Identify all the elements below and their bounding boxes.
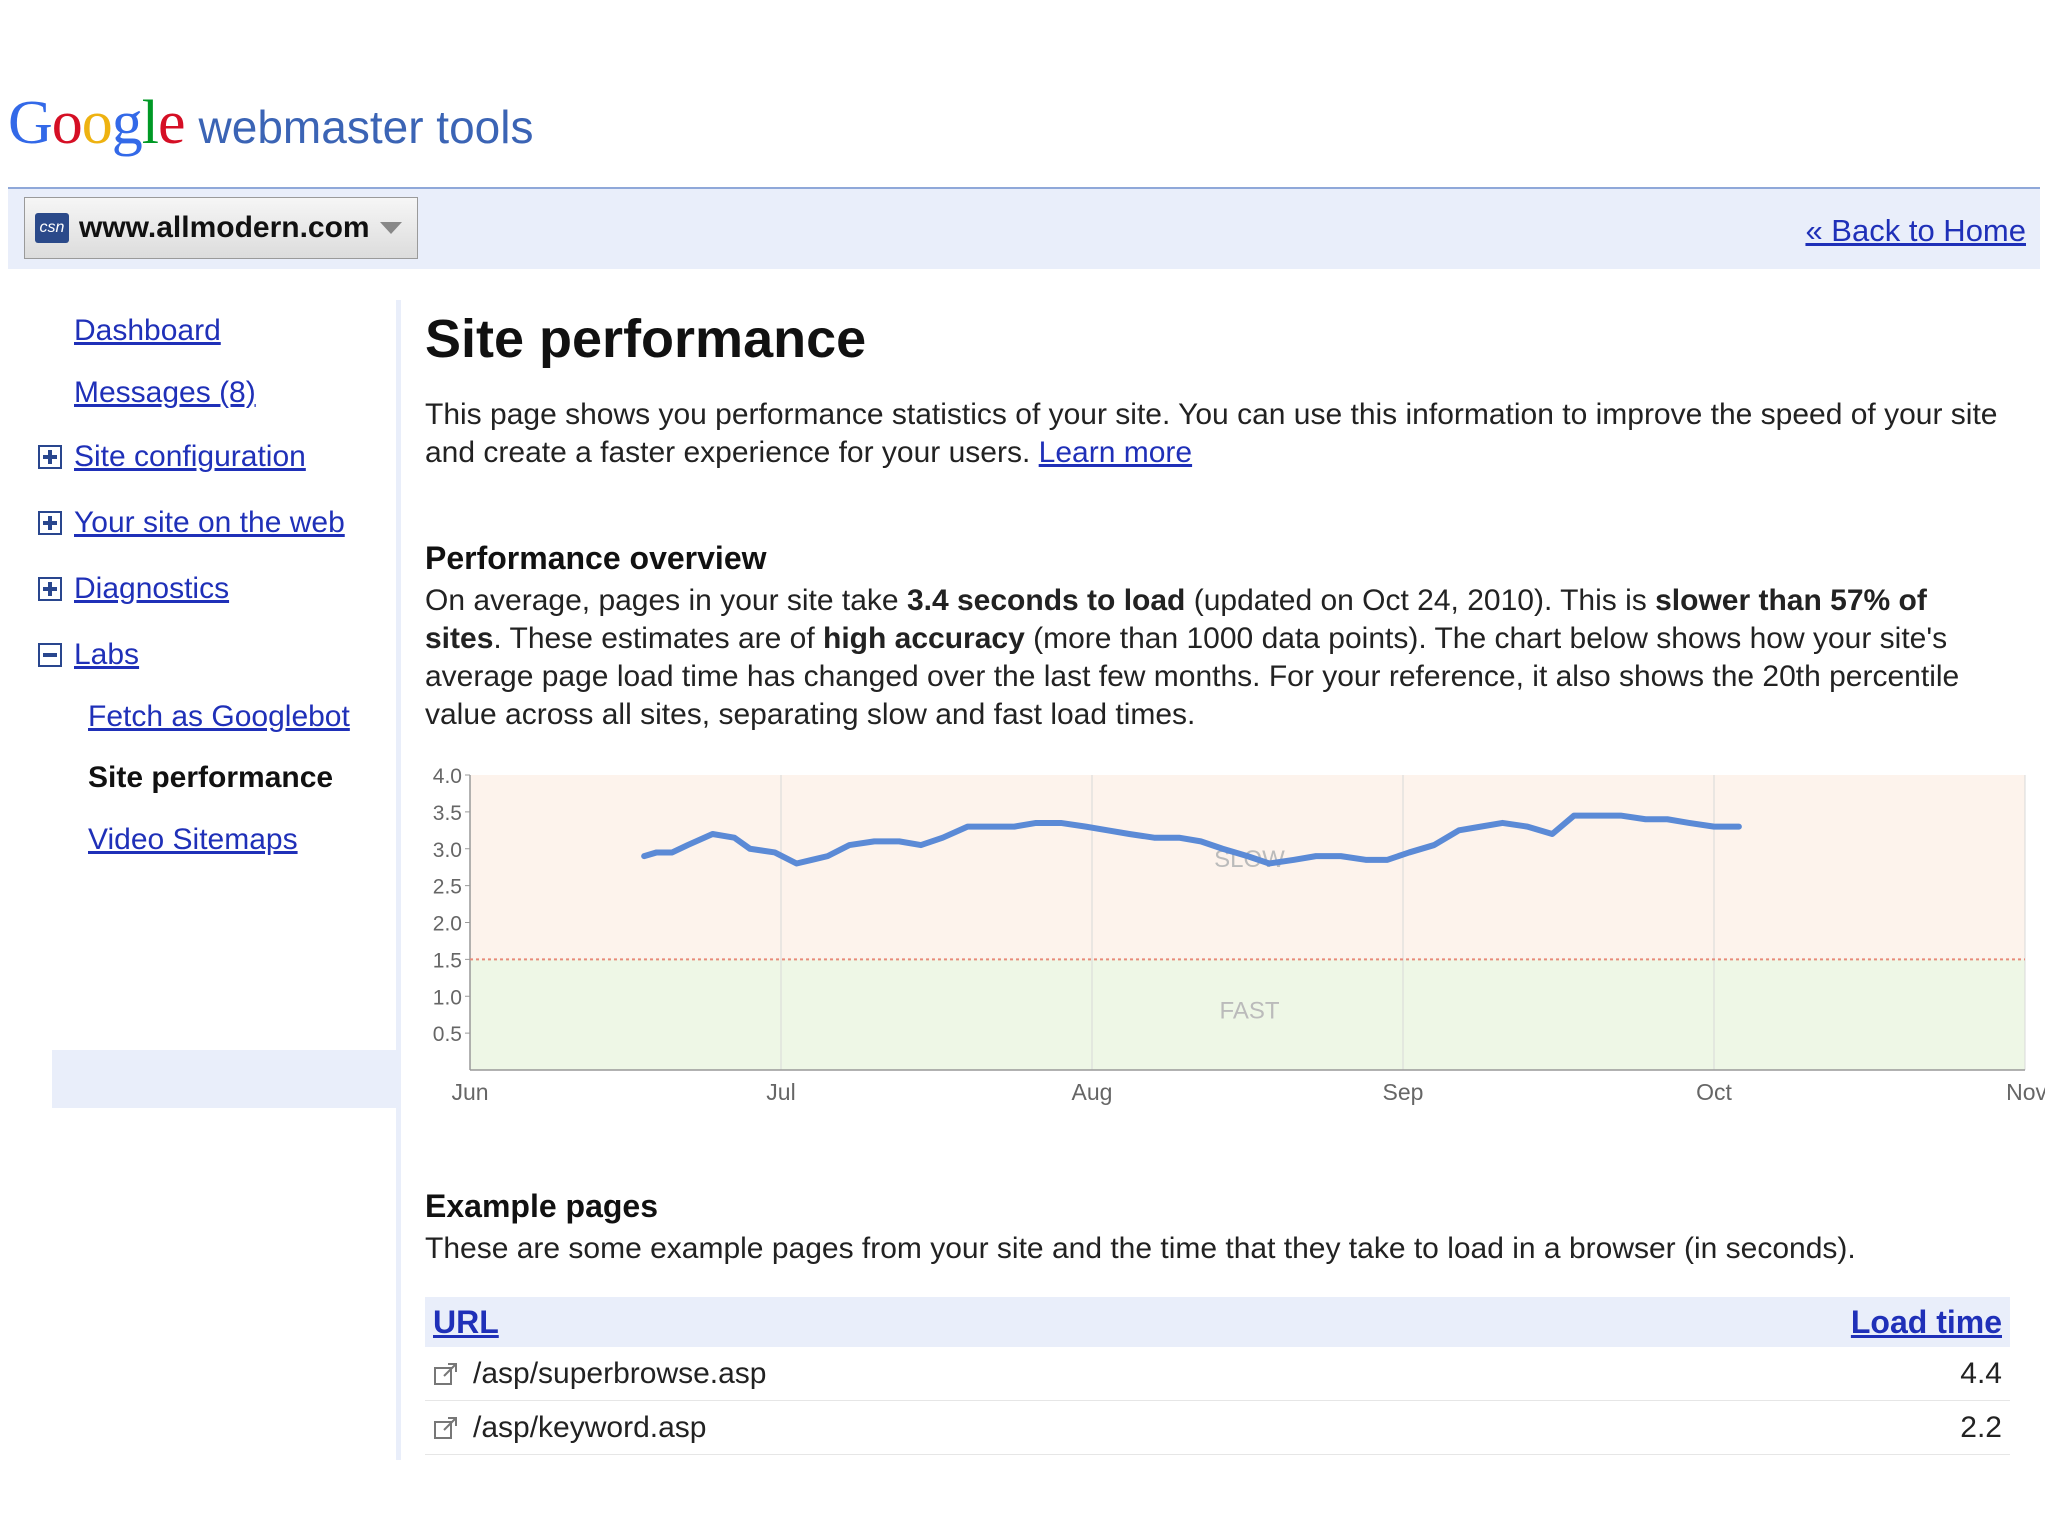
page-load-time: 4.4 bbox=[1960, 1356, 2002, 1390]
google-webmaster-tools-logo[interactable]: Google webmaster tools bbox=[8, 88, 533, 168]
example-pages-heading: Example pages bbox=[425, 1188, 658, 1224]
slow-region bbox=[470, 775, 2025, 960]
table-header: URL Load time bbox=[425, 1297, 2010, 1347]
sidebar-item-dashboard[interactable]: Dashboard bbox=[74, 314, 221, 348]
sidebar-current-highlight bbox=[52, 1050, 396, 1108]
fast-region-label: FAST bbox=[1219, 997, 1279, 1024]
dropdown-caret-icon bbox=[379, 222, 402, 234]
overview-text: (more than 1000 data points). The chart … bbox=[425, 622, 1960, 731]
site-selector[interactable]: csn www.allmodern.com bbox=[24, 197, 418, 259]
table-row: /asp/superbrowse.asp 4.4 bbox=[425, 1347, 2010, 1401]
sidebar-item-label[interactable]: Dashboard bbox=[74, 314, 221, 347]
y-tick-label: 2.5 bbox=[433, 876, 462, 899]
sidebar-item-label[interactable]: Labs bbox=[74, 638, 140, 671]
google-logo: Google bbox=[8, 89, 186, 157]
y-tick-label: 1.0 bbox=[433, 986, 462, 1009]
x-tick-label: Oct bbox=[1696, 1079, 1732, 1105]
x-tick-label: Jul bbox=[766, 1079, 795, 1105]
sidebar-divider bbox=[396, 300, 401, 1460]
page-url: /asp/keyword.asp bbox=[473, 1410, 707, 1444]
x-tick-label: Aug bbox=[1072, 1079, 1113, 1105]
sidebar-item-your-site-on-the-web[interactable]: Your site on the web bbox=[38, 506, 345, 540]
sidebar-item-label[interactable]: Diagnostics bbox=[74, 572, 230, 605]
y-tick-label: 4.0 bbox=[433, 765, 462, 788]
example-pages-description: These are some example pages from your s… bbox=[425, 1232, 1856, 1265]
overview-bold-accuracy: high accuracy bbox=[823, 622, 1025, 655]
sidebar-item-label[interactable]: Your site on the web bbox=[74, 506, 345, 539]
y-tick-label: 2.0 bbox=[433, 913, 462, 936]
y-tick-label: 1.5 bbox=[433, 949, 462, 972]
sidebar-item-label[interactable]: Messages (8) bbox=[74, 376, 256, 409]
sidebar-item-messages[interactable]: Messages (8) bbox=[74, 376, 256, 410]
url-column-header[interactable]: URL bbox=[433, 1303, 499, 1340]
sidebar-item-fetch-as-googlebot[interactable]: Fetch as Googlebot bbox=[88, 700, 350, 734]
y-tick-label: 0.5 bbox=[433, 1023, 462, 1046]
page-title: Site performance bbox=[425, 309, 867, 369]
overview-text: On average, pages in your site take bbox=[425, 584, 907, 617]
sidebar-item-label: Site performance bbox=[88, 761, 334, 794]
external-link-icon[interactable] bbox=[433, 1361, 459, 1387]
sidebar-item-video-sitemaps[interactable]: Video Sitemaps bbox=[88, 823, 298, 857]
sidebar-item-label[interactable]: Fetch as Googlebot bbox=[88, 700, 350, 733]
overview-bold-percentile: slower than 57% of sites bbox=[425, 584, 1927, 655]
sidebar: Dashboard Messages (8) Site configuratio… bbox=[0, 300, 396, 1460]
expand-plus-icon[interactable] bbox=[38, 511, 62, 535]
y-tick-label: 3.0 bbox=[433, 839, 462, 862]
table-row: /asp/keyword.asp 2.2 bbox=[425, 1401, 2010, 1455]
sidebar-item-label[interactable]: Site configuration bbox=[74, 440, 306, 473]
site-favicon-icon: csn bbox=[35, 213, 69, 243]
performance-overview-heading: Performance overview bbox=[425, 540, 767, 576]
learn-more-link[interactable]: Learn more bbox=[1038, 436, 1193, 469]
expand-plus-icon[interactable] bbox=[38, 445, 62, 469]
sidebar-item-diagnostics[interactable]: Diagnostics bbox=[38, 572, 229, 606]
example-pages-table: URL Load time /asp/superbrowse.asp 4.4 /… bbox=[425, 1297, 2010, 1455]
sidebar-item-labs[interactable]: Labs bbox=[38, 638, 139, 672]
sidebar-item-label[interactable]: Video Sitemaps bbox=[88, 823, 298, 856]
load-time-series-line bbox=[641, 812, 1742, 867]
performance-overview-text: On average, pages in your site take 3.4 … bbox=[425, 582, 2005, 734]
intro-paragraph: This page shows you performance statisti… bbox=[425, 398, 1998, 469]
fast-region bbox=[470, 959, 2025, 1070]
y-tick-label: 3.5 bbox=[433, 802, 462, 825]
sidebar-item-site-configuration[interactable]: Site configuration bbox=[38, 440, 306, 474]
collapse-minus-icon[interactable] bbox=[38, 643, 62, 667]
page-url: /asp/superbrowse.asp bbox=[473, 1356, 767, 1390]
overview-text: (updated on Oct 24, 2010). This is bbox=[1185, 584, 1656, 617]
site-bar: csn www.allmodern.com « Back to Home bbox=[8, 187, 2040, 269]
external-link-icon[interactable] bbox=[433, 1415, 459, 1441]
intro-text: This page shows you performance statisti… bbox=[425, 396, 2005, 472]
back-to-home-link[interactable]: « Back to Home bbox=[1805, 213, 2026, 248]
site-name: www.allmodern.com bbox=[79, 211, 370, 244]
product-name: webmaster tools bbox=[198, 101, 534, 153]
sidebar-item-site-performance: Site performance bbox=[88, 761, 333, 795]
overview-bold-load-time: 3.4 seconds to load bbox=[906, 584, 1186, 617]
load-time-column-header[interactable]: Load time bbox=[1850, 1303, 2002, 1340]
x-tick-label: Nov bbox=[2006, 1079, 2045, 1105]
expand-plus-icon[interactable] bbox=[38, 577, 62, 601]
x-tick-label: Sep bbox=[1383, 1079, 1424, 1105]
overview-text: . These estimates are of bbox=[493, 622, 823, 655]
x-tick-label: Jun bbox=[451, 1079, 488, 1105]
page-load-time: 2.2 bbox=[1960, 1410, 2002, 1444]
